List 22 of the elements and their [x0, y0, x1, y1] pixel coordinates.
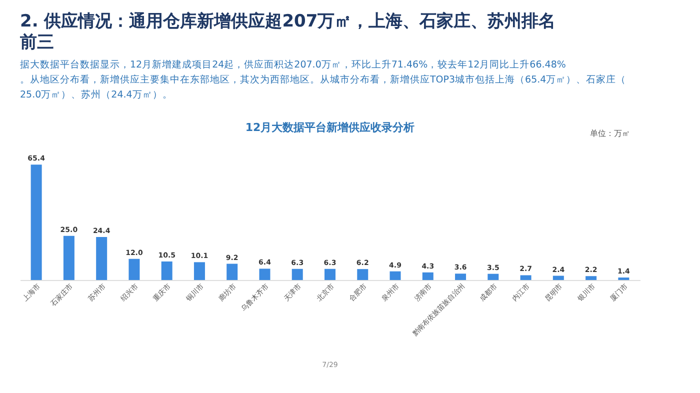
bar: [488, 274, 499, 280]
bar: [586, 276, 597, 280]
bar: [161, 261, 172, 280]
bar: [357, 269, 368, 280]
text: 单位：万㎡: [590, 129, 630, 138]
bar: [390, 271, 401, 280]
bar: [128, 258, 140, 280]
bar: [259, 268, 270, 280]
bar: [422, 272, 434, 280]
bar: [96, 236, 108, 280]
bar: [520, 275, 532, 280]
chart-title: 2. 供应情况：通用仓库新增供应超207万㎡，上海、石家庄、苏州排名前三: [19, 12, 556, 52]
bar: [552, 276, 564, 280]
bar: [324, 268, 336, 280]
bar: [63, 236, 74, 280]
bar: [226, 264, 238, 280]
chart-subtitle: 据大数据平台数据显示，12月新增建成项目24起，供应面积达207.0万㎡，环比上升71.46%，较去年12月同比上升66.48%。从地区分布看，新增供应主要集中在东部地区，其次为西部地区。从城市分布看，新增供应TOP3城市包括上海（65.4万㎡）、石家庄（25.0万㎡）、苏州（24.4万㎡）。: [20, 58, 626, 100]
bar: [455, 274, 466, 280]
bar: [194, 262, 205, 280]
bar: [30, 164, 42, 280]
text: 12月大数据平台新增供应收录分析: [245, 121, 415, 134]
bar: [292, 268, 303, 280]
